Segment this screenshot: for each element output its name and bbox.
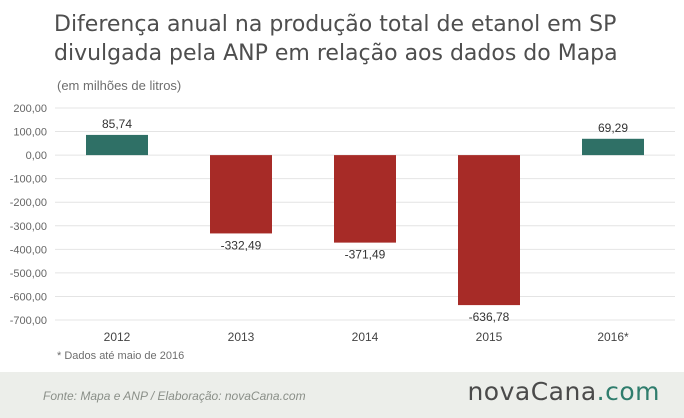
y-tick-label: -200,00 — [10, 197, 47, 209]
bar — [210, 155, 272, 234]
brand-logo-tld: .com — [596, 377, 660, 406]
y-tick-label: -300,00 — [10, 221, 47, 233]
y-tick-label: -600,00 — [10, 291, 47, 303]
data-label: -636,78 — [469, 310, 510, 324]
data-label: 85,74 — [102, 117, 132, 131]
data-label: -371,49 — [345, 248, 386, 262]
y-tick-label: -500,00 — [10, 268, 47, 280]
y-tick-label: 100,00 — [13, 127, 47, 139]
data-label: -332,49 — [221, 238, 262, 252]
bar — [458, 155, 520, 306]
x-tick-label: 2016* — [597, 330, 629, 344]
bar — [582, 138, 644, 156]
y-tick-label: -400,00 — [10, 244, 47, 256]
bar — [334, 155, 396, 243]
footer-bar: Fonte: Mapa e ANP / Elaboração: novaCana… — [0, 372, 684, 418]
chart-title: Diferença anual na produção total de eta… — [54, 12, 618, 66]
x-tick-label: 2012 — [104, 330, 131, 344]
brand-logo: novaCana.com — [467, 377, 660, 406]
y-tick-label: -700,00 — [10, 315, 47, 327]
bar-chart: 200,00 100,00 0,00 -100,00 -200,00 -300,00 -40… — [10, 103, 675, 344]
footnote: * Dados até maio de 2016 — [57, 350, 185, 362]
bar — [86, 134, 148, 156]
y-tick-label: 0,00 — [26, 150, 47, 162]
x-tick-label: 2015 — [476, 330, 503, 344]
chart-subtitle: (em milhões de litros) — [57, 78, 182, 93]
x-tick-label: 2013 — [228, 330, 255, 344]
source-text: Fonte: Mapa e ANP / Elaboração: novaCana… — [43, 389, 306, 403]
y-tick-label: -100,00 — [10, 174, 47, 186]
brand-logo-main: novaCana — [467, 377, 597, 406]
y-tick-label: 200,00 — [13, 103, 47, 115]
x-tick-label: 2014 — [352, 330, 379, 344]
data-label: 69,29 — [598, 121, 628, 135]
